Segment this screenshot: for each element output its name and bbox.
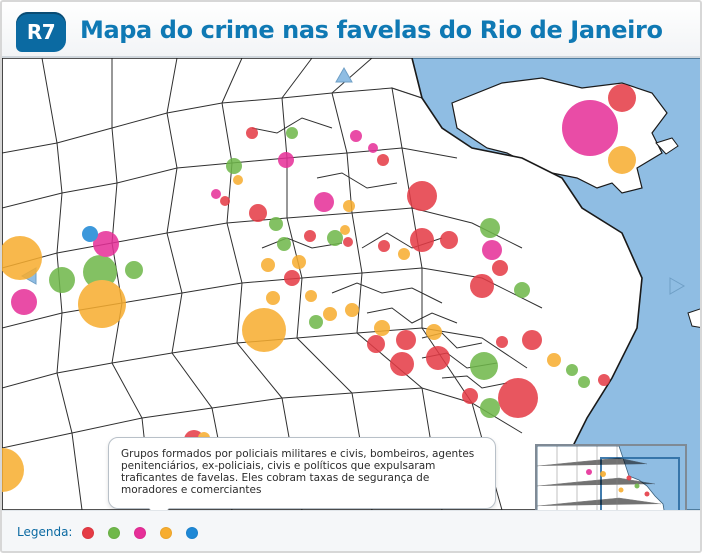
r7-logo: R7 [16,12,66,52]
marker-red[interactable] [378,240,390,252]
inset-borders [537,446,662,510]
inset-marker-magenta [586,469,592,475]
marker-orange[interactable] [340,225,350,235]
crime-map[interactable]: ampliar + reduzir − [2,58,700,510]
overview-inset-map[interactable]: ampliar + reduzir − [535,444,687,510]
marker-green[interactable] [286,127,298,139]
marker-green[interactable] [470,352,498,380]
small-island-2 [687,308,700,328]
legend-magenta-dot-icon[interactable] [134,527,146,539]
marker-blue[interactable] [82,226,98,242]
marker-red[interactable] [608,84,636,112]
inset-marker-orange [600,471,606,477]
marker-green[interactable] [327,230,343,246]
marker-red[interactable] [343,237,353,247]
marker-magenta[interactable] [562,100,618,156]
marker-red[interactable] [284,270,300,286]
small-island-1 [655,137,679,155]
marker-red[interactable] [249,204,267,222]
tooltip-text: Grupos formados por policiais militares … [121,448,475,496]
marker-orange[interactable] [305,290,317,302]
marker-orange[interactable] [2,448,24,492]
inset-marker-orange [618,487,624,493]
marker-orange[interactable] [426,324,442,340]
marker-red[interactable] [246,127,258,139]
marker-green[interactable] [480,398,500,418]
marker-green[interactable] [514,282,530,298]
marker-red[interactable] [396,330,416,350]
marker-green[interactable] [125,261,143,279]
marker-magenta[interactable] [314,192,334,212]
inset-viewport [600,457,680,510]
marker-red[interactable] [407,181,437,211]
legend-label: Legenda: [17,525,73,539]
marker-red[interactable] [498,378,538,418]
marker-green[interactable] [83,255,117,289]
marker-red[interactable] [470,274,494,298]
marker-orange[interactable] [343,200,355,212]
marker-magenta[interactable] [278,152,294,168]
marker-orange[interactable] [2,236,42,280]
info-tooltip: Grupos formados por policiais militares … [108,437,496,509]
marker-magenta[interactable] [482,240,502,260]
marker-orange[interactable] [398,248,410,260]
legend-red-dot-icon[interactable] [82,527,94,539]
inset-marker-green [634,483,640,489]
marker-red[interactable] [440,231,458,249]
marker-red[interactable] [220,196,230,206]
marker-orange[interactable] [292,255,306,269]
legend-blue-dot-icon[interactable] [186,527,198,539]
marker-red[interactable] [598,374,610,386]
marker-green[interactable] [578,376,590,388]
legend-dots [82,527,198,539]
marker-orange[interactable] [345,303,359,317]
marker-orange[interactable] [78,280,126,328]
marker-green[interactable] [277,237,291,251]
marker-orange[interactable] [261,258,275,272]
marker-orange[interactable] [242,308,286,352]
marker-orange[interactable] [233,175,243,185]
inset-svg [537,446,685,510]
marker-orange[interactable] [374,320,390,336]
marker-orange[interactable] [547,353,561,367]
logo-text: R7 [26,20,56,44]
marker-red[interactable] [377,154,389,166]
inset-markers [586,469,650,497]
marker-orange[interactable] [323,307,337,321]
marker-magenta[interactable] [350,130,362,142]
marker-red[interactable] [426,346,450,370]
marker-red[interactable] [496,336,508,348]
marker-orange[interactable] [266,291,280,305]
marker-red[interactable] [367,335,385,353]
marker-green[interactable] [480,218,500,238]
inset-marker-red [626,475,632,481]
markers [2,84,636,492]
marker-red[interactable] [390,352,414,376]
pan-right-arrow-icon[interactable] [669,277,686,295]
marker-green[interactable] [566,364,578,376]
marker-orange[interactable] [608,146,636,174]
legend-orange-dot-icon[interactable] [160,527,172,539]
marker-red[interactable] [462,388,478,404]
marker-red[interactable] [304,230,316,242]
legend-green-dot-icon[interactable] [108,527,120,539]
marker-red[interactable] [522,330,542,350]
marker-green[interactable] [49,267,75,293]
marker-green[interactable] [309,315,323,329]
marker-magenta[interactable] [211,189,221,199]
inset-marker-red [644,491,650,497]
marker-red[interactable] [492,260,508,276]
marker-magenta[interactable] [11,289,37,315]
legend: Legenda: [2,510,700,551]
marker-green[interactable] [226,158,242,174]
pan-up-arrow-icon[interactable] [335,66,353,83]
marker-red[interactable] [410,228,434,252]
header: R7 Mapa do crime nas favelas do Rio de J… [2,2,700,58]
marker-magenta[interactable] [93,231,119,257]
page-title: Mapa do crime nas favelas do Rio de Jane… [80,16,663,44]
marker-magenta[interactable] [368,143,378,153]
map-svg[interactable] [2,58,700,510]
marker-green[interactable] [269,217,283,231]
